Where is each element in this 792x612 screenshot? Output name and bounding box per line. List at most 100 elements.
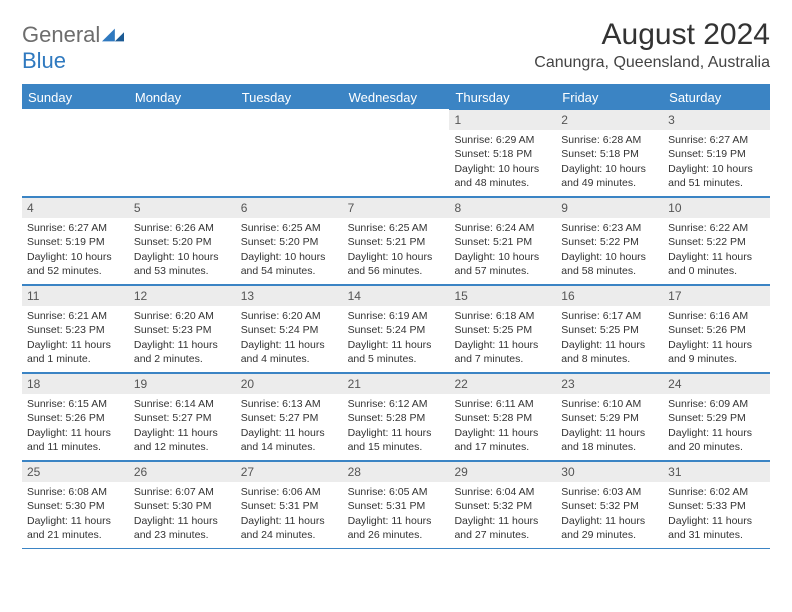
week-row: 11Sunrise: 6:21 AMSunset: 5:23 PMDayligh… <box>22 285 770 373</box>
sunset-text: Sunset: 5:21 PM <box>348 235 445 249</box>
day-header-monday: Monday <box>129 86 236 109</box>
header-right: August 2024 Canungra, Queensland, Austra… <box>534 18 770 72</box>
sunset-text: Sunset: 5:24 PM <box>241 323 338 337</box>
day-number: 1 <box>449 109 556 130</box>
day-header-wednesday: Wednesday <box>343 86 450 109</box>
sunrise-text: Sunrise: 6:09 AM <box>668 397 765 411</box>
day-number: 24 <box>663 373 770 394</box>
sunset-text: Sunset: 5:29 PM <box>668 411 765 425</box>
sunrise-text: Sunrise: 6:24 AM <box>454 221 551 235</box>
day-number: 8 <box>449 197 556 218</box>
sunset-text: Sunset: 5:23 PM <box>27 323 124 337</box>
sunrise-text: Sunrise: 6:20 AM <box>134 309 231 323</box>
sunset-text: Sunset: 5:30 PM <box>27 499 124 513</box>
logo: General Blue <box>22 22 124 74</box>
sunset-text: Sunset: 5:23 PM <box>134 323 231 337</box>
daylight-text: Daylight: 10 hours and 49 minutes. <box>561 162 658 190</box>
daylight-text: Daylight: 11 hours and 5 minutes. <box>348 338 445 366</box>
day-number: 9 <box>556 197 663 218</box>
week-row: 1 Sunrise: 6:29 AMSunset: 5:18 PM Daylight… <box>22 109 770 197</box>
day-cell: 18Sunrise: 6:15 AMSunset: 5:26 PMDayligh… <box>22 373 129 461</box>
sunset-text: Sunset: 5:26 PM <box>27 411 124 425</box>
sunset-text: Sunset: 5:18 PM <box>454 147 551 161</box>
daylight-text: Daylight: 10 hours and 53 minutes. <box>134 250 231 278</box>
day-cell: 2Sunrise: 6:28 AMSunset: 5:18 PMDaylight… <box>556 109 663 197</box>
sunrise-text: Sunrise: 6:29 AM <box>454 133 551 147</box>
location-label: Canungra, Queensland, Australia <box>534 54 770 72</box>
day-number: 21 <box>343 373 450 394</box>
day-number: 10 <box>663 197 770 218</box>
sunset-text: Sunset: 5:33 PM <box>668 499 765 513</box>
day-cell: 5Sunrise: 6:26 AMSunset: 5:20 PMDaylight… <box>129 197 236 285</box>
day-cell: 7Sunrise: 6:25 AMSunset: 5:21 PMDaylight… <box>343 197 450 285</box>
day-cell: 21Sunrise: 6:12 AMSunset: 5:28 PMDayligh… <box>343 373 450 461</box>
sunrise-text: Sunrise: 6:05 AM <box>348 485 445 499</box>
day-header-row: Sunday Monday Tuesday Wednesday Thursday… <box>22 86 770 109</box>
sunrise-text: Sunrise: 6:03 AM <box>561 485 658 499</box>
sunset-text: Sunset: 5:29 PM <box>561 411 658 425</box>
sunset-text: Sunset: 5:25 PM <box>561 323 658 337</box>
week-row: 4Sunrise: 6:27 AMSunset: 5:19 PMDaylight… <box>22 197 770 285</box>
daylight-text: Daylight: 10 hours and 51 minutes. <box>668 162 765 190</box>
day-number: 27 <box>236 461 343 482</box>
daylight-text: Daylight: 11 hours and 12 minutes. <box>134 426 231 454</box>
day-number <box>129 109 236 127</box>
day-number: 15 <box>449 285 556 306</box>
day-number: 13 <box>236 285 343 306</box>
daylight-text: Daylight: 11 hours and 2 minutes. <box>134 338 231 366</box>
sunset-text: Sunset: 5:31 PM <box>348 499 445 513</box>
day-cell: 20Sunrise: 6:13 AMSunset: 5:27 PMDayligh… <box>236 373 343 461</box>
day-cell: 25Sunrise: 6:08 AMSunset: 5:30 PMDayligh… <box>22 461 129 549</box>
day-cell: 12Sunrise: 6:20 AMSunset: 5:23 PMDayligh… <box>129 285 236 373</box>
day-number: 4 <box>22 197 129 218</box>
day-cell: 6Sunrise: 6:25 AMSunset: 5:20 PMDaylight… <box>236 197 343 285</box>
daylight-text: Daylight: 11 hours and 15 minutes. <box>348 426 445 454</box>
daylight-text: Daylight: 11 hours and 7 minutes. <box>454 338 551 366</box>
sunset-text: Sunset: 5:30 PM <box>134 499 231 513</box>
day-cell: 22Sunrise: 6:11 AMSunset: 5:28 PMDayligh… <box>449 373 556 461</box>
daylight-text: Daylight: 10 hours and 57 minutes. <box>454 250 551 278</box>
day-cell <box>236 109 343 197</box>
sunset-text: Sunset: 5:20 PM <box>134 235 231 249</box>
sunset-text: Sunset: 5:32 PM <box>454 499 551 513</box>
day-cell: 10Sunrise: 6:22 AMSunset: 5:22 PMDayligh… <box>663 197 770 285</box>
sunrise-text: Sunrise: 6:14 AM <box>134 397 231 411</box>
daylight-text: Daylight: 11 hours and 21 minutes. <box>27 514 124 542</box>
day-cell <box>22 109 129 197</box>
calendar-page: General Blue August 2024 Canungra, Queen… <box>0 0 792 567</box>
sunrise-text: Sunrise: 6:12 AM <box>348 397 445 411</box>
sunrise-text: Sunrise: 6:06 AM <box>241 485 338 499</box>
day-cell: 14Sunrise: 6:19 AMSunset: 5:24 PMDayligh… <box>343 285 450 373</box>
sunrise-text: Sunrise: 6:17 AM <box>561 309 658 323</box>
daylight-text: Daylight: 10 hours and 58 minutes. <box>561 250 658 278</box>
day-cell: 13Sunrise: 6:20 AMSunset: 5:24 PMDayligh… <box>236 285 343 373</box>
week-row: 18Sunrise: 6:15 AMSunset: 5:26 PMDayligh… <box>22 373 770 461</box>
sunrise-text: Sunrise: 6:13 AM <box>241 397 338 411</box>
daylight-text: Daylight: 11 hours and 17 minutes. <box>454 426 551 454</box>
weeks-container: 1 Sunrise: 6:29 AMSunset: 5:18 PM Daylight… <box>22 109 770 549</box>
daylight-text: Daylight: 11 hours and 26 minutes. <box>348 514 445 542</box>
day-cell: 1Sunrise: 6:29 AMSunset: 5:18 PMDaylight… <box>449 109 556 197</box>
sunrise-text: Sunrise: 6:25 AM <box>241 221 338 235</box>
sunset-text: Sunset: 5:27 PM <box>134 411 231 425</box>
day-cell: 4Sunrise: 6:27 AMSunset: 5:19 PMDaylight… <box>22 197 129 285</box>
daylight-text: Daylight: 11 hours and 9 minutes. <box>668 338 765 366</box>
daylight-text: Daylight: 10 hours and 56 minutes. <box>348 250 445 278</box>
daylight-text: Daylight: 11 hours and 24 minutes. <box>241 514 338 542</box>
day-cell <box>343 109 450 197</box>
day-cell: 8Sunrise: 6:24 AMSunset: 5:21 PMDaylight… <box>449 197 556 285</box>
logo-text: General Blue <box>22 22 124 74</box>
sunrise-text: Sunrise: 6:25 AM <box>348 221 445 235</box>
daylight-text: Daylight: 11 hours and 0 minutes. <box>668 250 765 278</box>
sunrise-text: Sunrise: 6:28 AM <box>561 133 658 147</box>
week-row: 25Sunrise: 6:08 AMSunset: 5:30 PMDayligh… <box>22 461 770 549</box>
sunrise-text: Sunrise: 6:23 AM <box>561 221 658 235</box>
header-row: General Blue August 2024 Canungra, Queen… <box>22 18 770 74</box>
day-number: 28 <box>343 461 450 482</box>
daylight-text: Daylight: 11 hours and 23 minutes. <box>134 514 231 542</box>
day-number <box>22 109 129 127</box>
sunrise-text: Sunrise: 6:15 AM <box>27 397 124 411</box>
day-header-saturday: Saturday <box>663 86 770 109</box>
day-number: 25 <box>22 461 129 482</box>
daylight-text: Daylight: 10 hours and 52 minutes. <box>27 250 124 278</box>
